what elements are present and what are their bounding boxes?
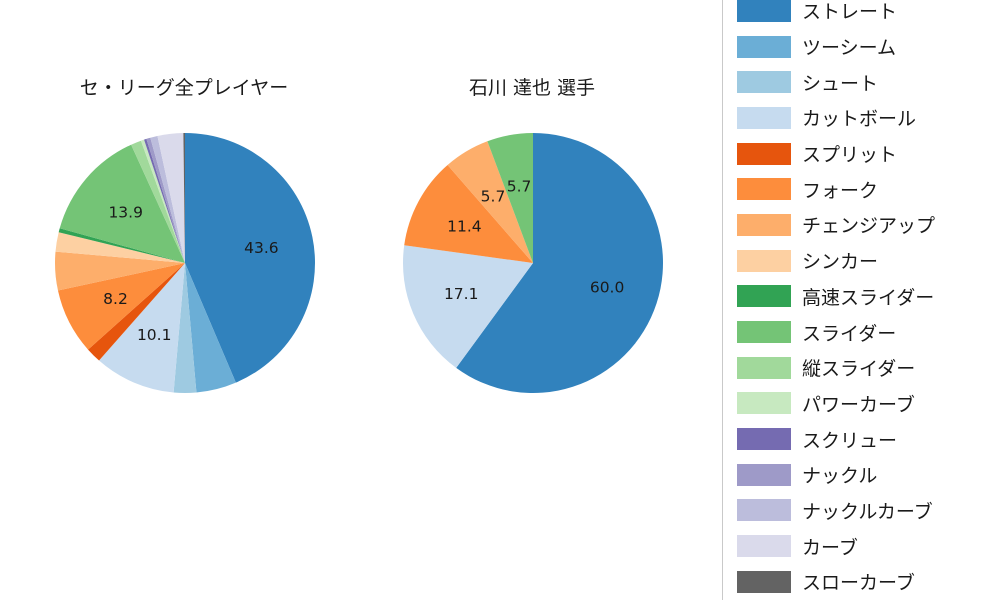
legend-item: スライダー	[737, 314, 1000, 350]
pie-value-label: 5.7	[481, 187, 506, 205]
legend-label: チェンジアップ	[802, 215, 936, 238]
pie-slice	[59, 144, 185, 263]
legend-label: カーブ	[802, 536, 858, 559]
legend-swatch	[737, 392, 791, 415]
legend-swatch	[737, 499, 791, 522]
legend-swatch	[737, 356, 791, 379]
pie-slice	[447, 141, 533, 263]
legend-swatch	[737, 142, 791, 165]
legend-label: スライダー	[802, 322, 897, 345]
legend-label: 高速スライダー	[802, 286, 935, 309]
legend-label: 縦スライダー	[802, 358, 916, 381]
legend-swatch	[737, 535, 791, 558]
pie-slice	[456, 133, 664, 393]
legend-swatch	[737, 321, 791, 344]
legend-swatch	[737, 249, 791, 272]
pie-slice	[57, 263, 185, 350]
legend-item: カットボール	[737, 100, 1000, 136]
pie-value-label: 13.9	[108, 204, 143, 222]
legend-swatch	[737, 178, 791, 201]
legend-item: 高速スライダー	[737, 279, 1000, 315]
legend-swatch	[737, 0, 791, 22]
pie-slice	[54, 251, 185, 291]
pie-slice	[404, 165, 533, 263]
legend-label: フォーク	[802, 179, 879, 202]
legend-item: シンカー	[737, 243, 1000, 279]
pie-value-label: 10.1	[137, 326, 172, 344]
pie-slice	[487, 133, 533, 263]
legend-swatch	[737, 71, 791, 94]
legend-item: シュート	[737, 64, 1000, 100]
legend-swatch	[737, 35, 791, 58]
legend-item: スプリット	[737, 136, 1000, 172]
legend-item: 縦スライダー	[737, 350, 1000, 386]
legend-label: シュート	[802, 72, 879, 95]
legend-item: カーブ	[737, 528, 1000, 564]
legend-item: スローカーブ	[737, 564, 1000, 600]
pie-slice	[150, 135, 185, 263]
legend-label: ナックルカーブ	[802, 500, 933, 523]
legend-label: パワーカーブ	[802, 393, 915, 416]
chart-title-right: 石川 達也 選手	[468, 77, 596, 99]
legend-label: ナックル	[802, 465, 878, 488]
legend-label: スローカーブ	[802, 572, 915, 595]
legend-swatch	[737, 463, 791, 486]
chart-title-left: セ・リーグ全プレイヤー	[79, 77, 289, 99]
legend-item: ナックル	[737, 457, 1000, 493]
pie-slice	[183, 133, 185, 263]
pie-value-label: 17.1	[444, 285, 479, 303]
legend-label: シンカー	[802, 251, 879, 274]
pie-slice	[402, 245, 533, 368]
pie-value-label: 8.2	[103, 290, 128, 308]
legend-swatch	[737, 285, 791, 308]
legend-swatch	[737, 106, 791, 129]
pie-value-label: 11.4	[447, 217, 482, 235]
pie-slice	[55, 232, 185, 263]
legend-items: ストレートツーシームシュートカットボール スプリットフォークチェンジアップ シンカー…	[737, 0, 1000, 600]
legend-item: ツーシーム	[737, 29, 1000, 65]
legend-item: スクリュー	[737, 421, 1000, 457]
pie-slice	[88, 263, 185, 361]
legend-label: スプリット	[802, 144, 898, 167]
pie-value-label: 5.7	[507, 178, 532, 196]
pie-slice	[185, 263, 236, 393]
pie-slice	[146, 137, 185, 263]
legend-label: カットボール	[802, 108, 917, 131]
legend-item: パワーカーブ	[737, 386, 1000, 422]
legend-item: フォーク	[737, 171, 1000, 207]
pie-slice	[144, 138, 185, 263]
legend-item: ナックルカーブ	[737, 493, 1000, 529]
pie-slice	[173, 263, 197, 394]
legend-item: ストレート	[737, 0, 1000, 29]
pie-value-label: 43.6	[244, 239, 279, 257]
legend-swatch	[737, 428, 791, 451]
legend-swatch	[737, 570, 791, 593]
legend-label: ストレート	[802, 1, 898, 24]
pie-value-label: 60.0	[590, 279, 625, 297]
pie-slice	[185, 133, 316, 383]
pie-slice	[140, 139, 185, 263]
pie-slice	[99, 263, 185, 393]
legend-item: チェンジアップ	[737, 207, 1000, 243]
pie-slice	[58, 228, 185, 263]
legend-label: ツーシーム	[802, 37, 897, 60]
pie-slice	[157, 133, 185, 263]
pie-slice	[131, 140, 185, 263]
legend-label: スクリュー	[802, 429, 898, 452]
legend: ストレートツーシームシュートカットボール スプリットフォークチェンジアップ シンカー…	[722, 0, 1000, 600]
legend-swatch	[737, 213, 791, 236]
